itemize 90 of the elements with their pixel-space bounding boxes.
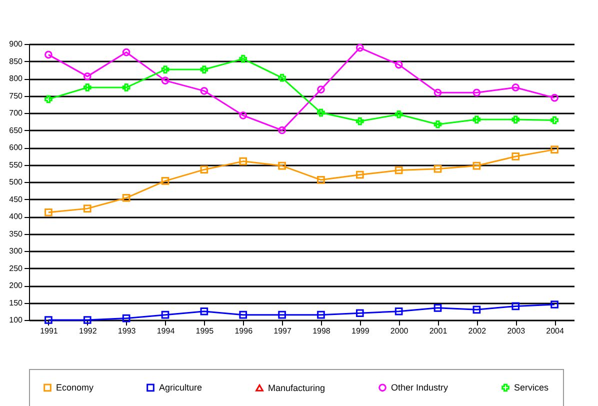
point bbox=[434, 88, 442, 97]
y-tick-label: 200 bbox=[9, 281, 24, 290]
point bbox=[200, 66, 208, 74]
x-tick-label: 2002 bbox=[468, 326, 487, 336]
x-tick-label: 1998 bbox=[312, 326, 331, 336]
point bbox=[161, 66, 170, 74]
point bbox=[200, 307, 208, 316]
point bbox=[394, 110, 403, 118]
x-tick-label: 1994 bbox=[156, 326, 176, 336]
point bbox=[278, 162, 286, 170]
point bbox=[394, 166, 403, 174]
point bbox=[83, 204, 92, 212]
y-tick-label: 900 bbox=[9, 40, 24, 48]
point bbox=[550, 146, 558, 154]
point bbox=[122, 48, 130, 56]
point bbox=[317, 108, 325, 117]
point bbox=[161, 76, 170, 84]
y-tick-label: 800 bbox=[9, 74, 24, 83]
legend-label: Economy bbox=[56, 382, 94, 393]
y-tick-label: 350 bbox=[9, 229, 24, 238]
point bbox=[122, 194, 130, 202]
y-tick-label: 100 bbox=[9, 316, 24, 324]
y-tick-label: 500 bbox=[9, 178, 24, 186]
legend-label: Other Industry bbox=[391, 382, 449, 393]
y-tick-label: 650 bbox=[9, 126, 24, 135]
point bbox=[239, 54, 248, 63]
x-tick-label: 1993 bbox=[118, 326, 136, 336]
point bbox=[512, 302, 520, 310]
legend-label: Manufacturing bbox=[268, 382, 326, 393]
point bbox=[44, 316, 52, 324]
point bbox=[83, 72, 92, 80]
y-tick-label: 450 bbox=[9, 194, 24, 204]
point bbox=[44, 95, 52, 104]
point bbox=[200, 166, 208, 174]
legend-label: Agriculture bbox=[159, 382, 202, 393]
point bbox=[278, 310, 286, 319]
point bbox=[434, 164, 442, 173]
point bbox=[317, 310, 325, 319]
point bbox=[512, 84, 520, 92]
point bbox=[356, 117, 364, 126]
x-tick-label: 2000 bbox=[390, 326, 409, 336]
point bbox=[550, 116, 558, 124]
y-tick-label: 300 bbox=[9, 246, 24, 256]
x-tick-label: 1995 bbox=[196, 326, 214, 336]
point bbox=[512, 152, 520, 160]
point bbox=[472, 162, 481, 170]
point bbox=[472, 116, 481, 124]
point bbox=[239, 310, 248, 319]
y-tick-label: 400 bbox=[9, 212, 24, 221]
y-tick-label: 850 bbox=[9, 56, 24, 66]
y-tick-label: 250 bbox=[9, 264, 24, 273]
y-tick-label: 550 bbox=[9, 160, 24, 170]
x-tick-label: 2001 bbox=[429, 326, 448, 336]
point bbox=[122, 84, 130, 92]
y-tick-label: 700 bbox=[9, 108, 24, 118]
point bbox=[434, 120, 442, 128]
point bbox=[83, 84, 92, 92]
point bbox=[161, 177, 170, 185]
x-tick-label: 2003 bbox=[507, 326, 526, 336]
x-tick-label: 1997 bbox=[274, 326, 292, 336]
point bbox=[394, 60, 403, 69]
point bbox=[44, 208, 52, 216]
x-tick-label: 1996 bbox=[234, 326, 254, 336]
point bbox=[394, 307, 403, 316]
point bbox=[200, 87, 208, 95]
y-tick-label: 150 bbox=[9, 298, 24, 308]
point bbox=[356, 170, 364, 179]
legend-label: Services bbox=[514, 382, 550, 393]
point bbox=[512, 116, 520, 124]
y-tick-label: 750 bbox=[9, 91, 24, 100]
point bbox=[239, 112, 248, 120]
x-tick-label: 1991 bbox=[40, 326, 58, 336]
y-tick-label: 600 bbox=[9, 143, 24, 152]
point bbox=[278, 74, 286, 82]
point bbox=[278, 126, 286, 134]
point bbox=[434, 304, 442, 312]
point bbox=[317, 86, 325, 94]
point bbox=[356, 44, 364, 52]
point bbox=[239, 157, 248, 166]
point bbox=[550, 300, 558, 308]
point bbox=[356, 309, 364, 318]
point bbox=[472, 88, 481, 97]
point bbox=[83, 316, 92, 324]
point bbox=[317, 176, 325, 184]
point bbox=[161, 310, 170, 319]
x-tick-label: 1999 bbox=[351, 326, 370, 336]
x-tick-label: 2004 bbox=[546, 326, 564, 336]
x-tick-label: 1992 bbox=[78, 326, 98, 336]
point bbox=[122, 314, 130, 322]
point bbox=[472, 306, 481, 314]
